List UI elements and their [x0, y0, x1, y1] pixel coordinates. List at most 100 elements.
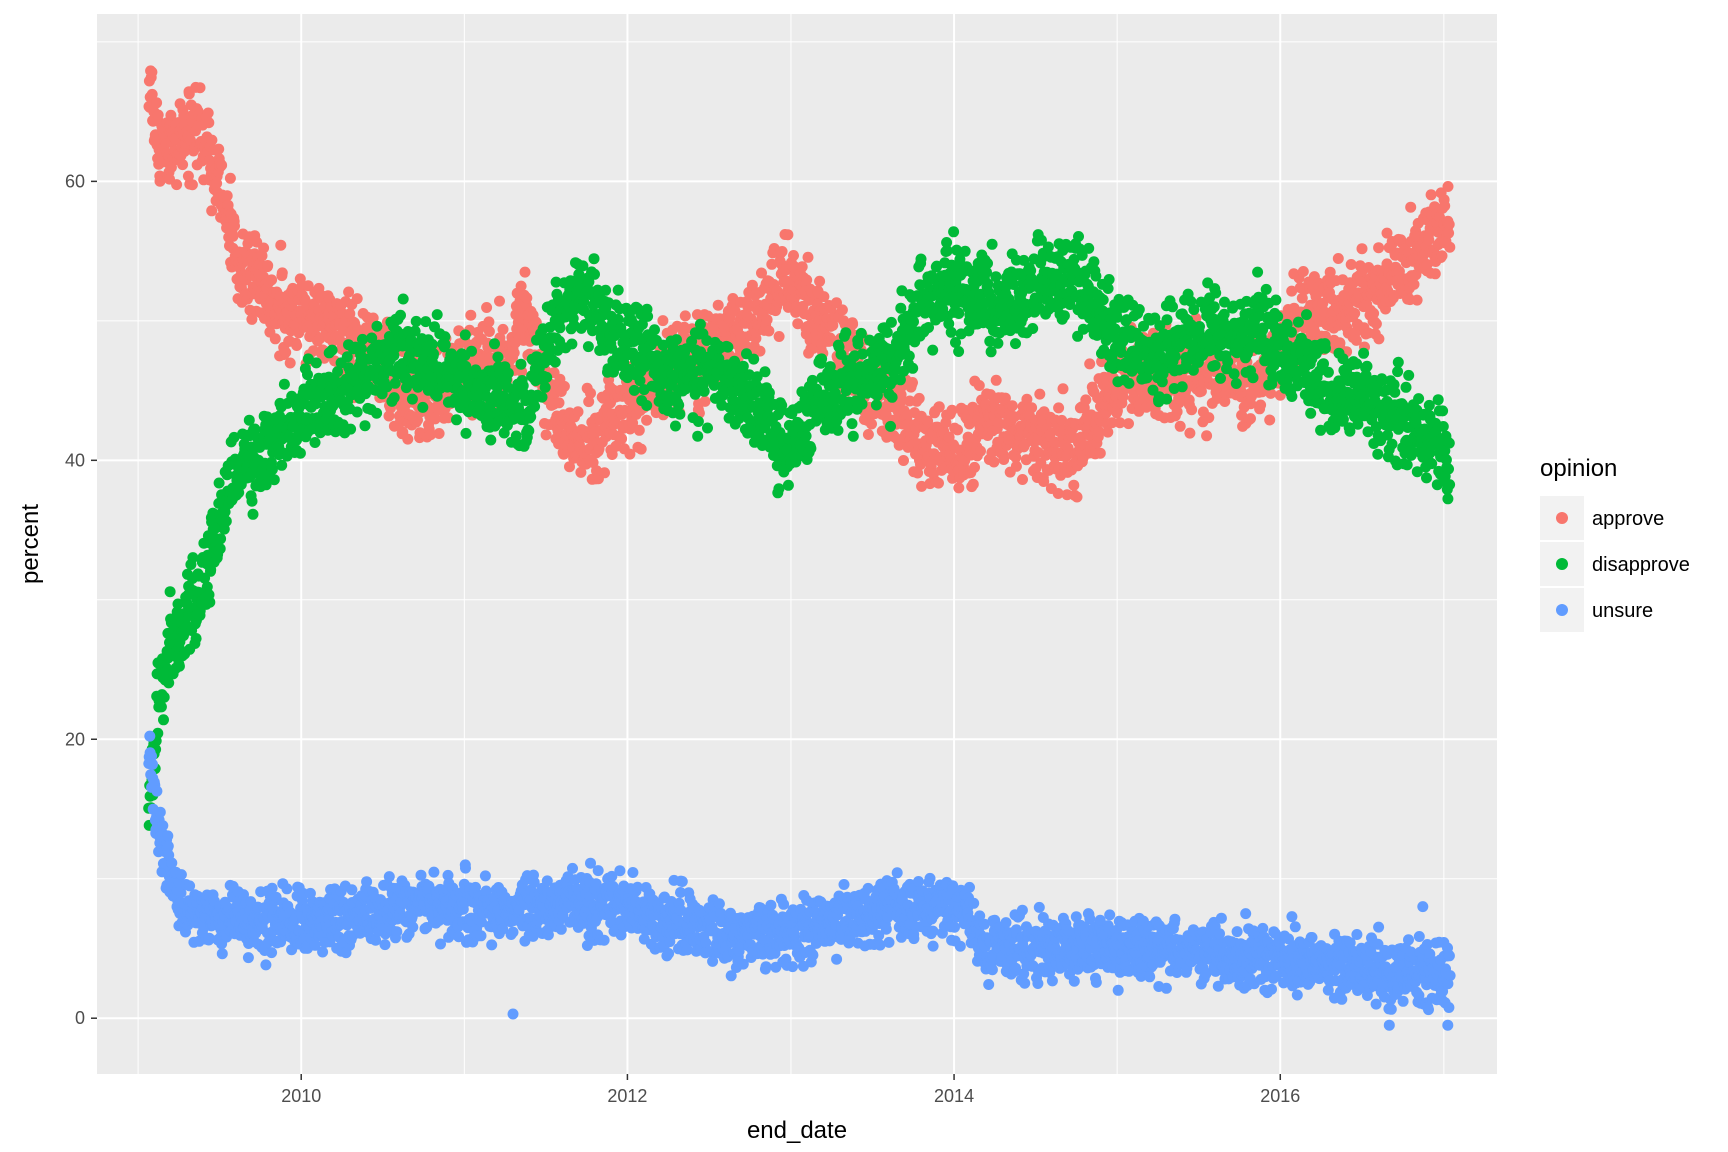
point-approve: [635, 443, 647, 455]
point-approve: [1411, 294, 1423, 306]
point-disapprove: [345, 423, 357, 435]
point-disapprove: [1161, 314, 1173, 326]
point-disapprove: [907, 362, 919, 374]
point-approve: [818, 291, 830, 303]
point-approve: [246, 313, 258, 325]
point-approve: [610, 440, 622, 452]
point-approve: [754, 345, 766, 357]
point-disapprove: [397, 293, 409, 305]
point-disapprove: [173, 660, 185, 672]
point-disapprove: [460, 427, 472, 439]
point-disapprove: [485, 434, 497, 446]
point-approve: [862, 429, 874, 440]
point-approve: [1373, 333, 1385, 345]
point-disapprove: [326, 344, 338, 356]
point-disapprove: [612, 284, 624, 296]
point-disapprove: [220, 515, 232, 527]
point-approve: [146, 66, 158, 78]
point-disapprove: [927, 344, 939, 356]
point-approve: [508, 347, 520, 359]
point-approve: [575, 466, 587, 478]
point-approve: [913, 392, 925, 404]
point-disapprove: [1083, 242, 1095, 254]
point-disapprove: [158, 691, 170, 703]
point-approve: [1245, 413, 1256, 425]
point-approve: [1439, 200, 1451, 212]
point-approve: [1052, 488, 1064, 499]
point-disapprove: [278, 378, 290, 390]
point-approve: [801, 274, 813, 286]
point-disapprove: [953, 346, 965, 357]
point-disapprove: [1210, 287, 1222, 299]
point-disapprove: [351, 406, 363, 418]
point-approve: [796, 261, 808, 273]
point-disapprove: [702, 422, 713, 434]
point-disapprove: [1194, 321, 1205, 332]
point-disapprove: [782, 479, 794, 491]
point-approve: [1093, 425, 1105, 437]
point-approve: [213, 143, 225, 155]
point-approve: [433, 428, 445, 439]
point-approve: [1096, 356, 1108, 368]
point-disapprove: [692, 430, 704, 442]
point-disapprove: [439, 339, 451, 351]
point-approve: [202, 107, 214, 119]
point-approve: [553, 397, 565, 409]
point-approve: [1057, 383, 1069, 395]
point-approve: [1114, 417, 1126, 429]
point-disapprove: [309, 437, 321, 448]
point-disapprove: [246, 495, 258, 507]
point-approve: [756, 267, 767, 279]
point-approve: [1442, 181, 1454, 192]
point-disapprove: [852, 338, 864, 350]
point-disapprove: [357, 333, 368, 345]
point-disapprove: [1176, 381, 1188, 393]
point-approve: [280, 346, 292, 358]
point-approve: [1425, 189, 1437, 201]
point-disapprove: [642, 310, 654, 322]
point-disapprove: [541, 371, 553, 383]
point-approve: [1332, 253, 1344, 264]
grid-major: [97, 14, 1497, 1074]
point-disapprove: [451, 414, 462, 426]
point-approve: [988, 456, 1000, 468]
point-disapprove: [945, 326, 957, 338]
point-disapprove: [214, 543, 226, 555]
point-approve: [782, 229, 794, 241]
point-disapprove: [523, 425, 535, 437]
point-disapprove: [388, 392, 400, 404]
point-approve: [1034, 388, 1046, 400]
point-approve: [276, 267, 288, 279]
point-approve: [1056, 414, 1068, 426]
point-disapprove: [395, 309, 406, 321]
point-approve: [1106, 417, 1118, 429]
point-disapprove: [164, 586, 176, 598]
point-disapprove: [268, 474, 280, 486]
point-disapprove: [1133, 304, 1145, 315]
point-approve: [792, 318, 804, 330]
point-disapprove: [294, 447, 306, 459]
point-disapprove: [215, 533, 227, 545]
point-approve: [973, 380, 985, 391]
point-disapprove: [763, 387, 775, 399]
point-approve: [1123, 418, 1134, 430]
point-disapprove: [1230, 378, 1242, 389]
point-approve: [262, 260, 274, 271]
point-disapprove: [187, 552, 199, 564]
point-approve: [154, 175, 166, 187]
point-approve: [515, 280, 527, 292]
point-approve: [1443, 218, 1455, 230]
point-approve: [203, 117, 215, 129]
point-approve: [679, 310, 691, 322]
point-disapprove: [846, 418, 858, 430]
point-disapprove: [529, 401, 541, 412]
point-approve: [284, 357, 296, 369]
point-approve: [606, 449, 618, 460]
point-disapprove: [1208, 301, 1220, 313]
point-disapprove: [908, 316, 919, 328]
point-approve: [1264, 414, 1276, 426]
point-disapprove: [773, 483, 785, 495]
point-disapprove: [1169, 350, 1181, 362]
point-disapprove: [428, 348, 439, 360]
point-disapprove: [302, 369, 313, 381]
